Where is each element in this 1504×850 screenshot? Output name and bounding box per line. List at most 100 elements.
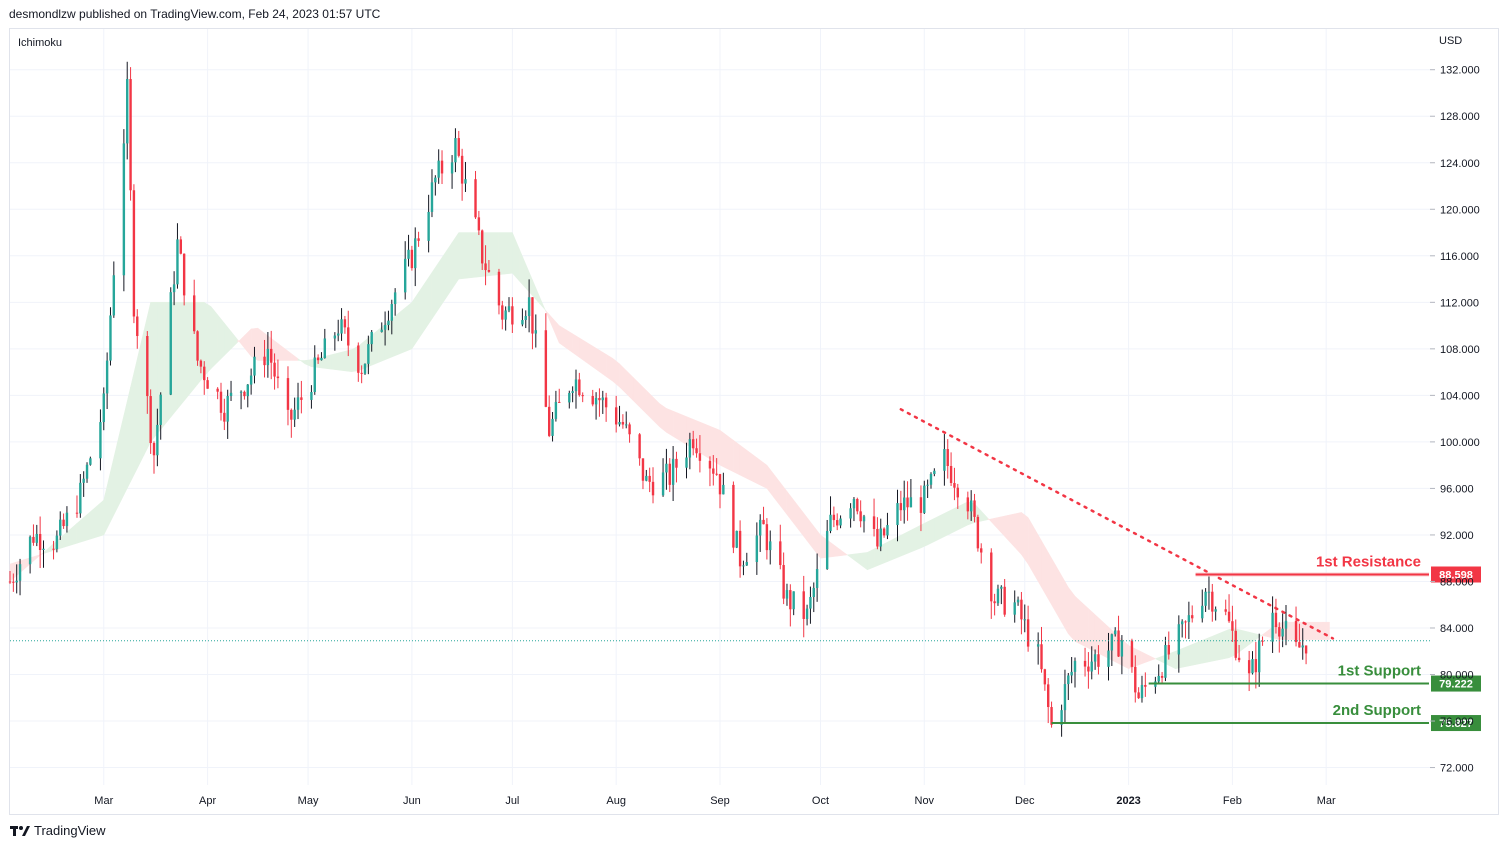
cloud-segment [538, 295, 547, 312]
candle [1237, 644, 1241, 663]
candle-body [501, 305, 504, 320]
candle [849, 503, 852, 528]
cloud-segment [1021, 511, 1029, 565]
candle [383, 311, 387, 346]
candle [722, 472, 725, 495]
candle [417, 231, 420, 247]
candle [862, 514, 866, 533]
candle-body [755, 535, 759, 563]
candle-body [571, 391, 574, 393]
candle [715, 458, 718, 476]
candle [62, 513, 65, 529]
candle [558, 388, 561, 403]
candle [357, 342, 360, 382]
candle [990, 548, 993, 619]
candle [1278, 622, 1281, 653]
cloud-segment [867, 548, 875, 571]
candle [779, 524, 782, 570]
candle [484, 245, 487, 286]
candle-body [641, 458, 645, 481]
cloud-segment [1068, 586, 1076, 642]
candle [42, 540, 45, 568]
x-tick-label: Apr [199, 795, 216, 807]
candle-body [219, 391, 223, 413]
cloud-segment [672, 410, 681, 441]
candle-body [159, 394, 162, 425]
cloud-segment [1154, 655, 1163, 663]
candle [859, 500, 862, 528]
candle-body [1043, 669, 1047, 685]
cloud-segment [579, 337, 587, 363]
candle-body [249, 375, 253, 385]
candle-body [1201, 605, 1204, 619]
candle [122, 129, 126, 292]
candle-body [625, 424, 628, 426]
candle [105, 352, 109, 410]
candle-body [203, 366, 206, 381]
candle [38, 516, 42, 569]
cloud-segment [927, 517, 935, 546]
candle-body [132, 190, 136, 317]
cloud-segment [217, 314, 225, 363]
candle-body [246, 384, 249, 397]
candle [65, 506, 69, 533]
candle [1023, 604, 1026, 633]
candle [625, 411, 628, 429]
candle [671, 446, 675, 502]
candle [973, 493, 976, 523]
y-tick-label: 132.000 [1440, 65, 1480, 77]
x-tick-label: Mar [94, 795, 113, 807]
candle [263, 339, 266, 378]
candle-body [1093, 654, 1097, 662]
candle-body [464, 179, 467, 184]
candle [276, 359, 280, 389]
level-support: 79.222 1st Support [1148, 663, 1481, 692]
cloud-segment [853, 552, 861, 566]
candle [594, 392, 598, 420]
candle [1257, 633, 1261, 687]
footer-brand[interactable]: TradingView [10, 823, 106, 838]
cloud-segment [1007, 513, 1015, 548]
level-price-label: 79.222 [1439, 679, 1473, 691]
candle-body [85, 464, 89, 479]
candle [882, 527, 886, 538]
candle [1298, 623, 1301, 648]
candle-body [477, 217, 481, 231]
candle-body [919, 497, 923, 513]
candle [132, 184, 136, 324]
cloud-segment [1047, 551, 1056, 612]
candle [1060, 704, 1063, 737]
candle [206, 377, 209, 389]
cloud-segment [699, 421, 707, 458]
candle-body [99, 422, 102, 459]
cloud-segment [230, 330, 238, 350]
candle-body [732, 484, 735, 548]
candle-body [825, 531, 829, 570]
y-tick-label: 96.000 [1440, 483, 1474, 495]
candle [511, 297, 514, 334]
candle [156, 408, 159, 467]
candle-body [1013, 602, 1016, 615]
candle-body [82, 478, 85, 483]
candle [1130, 638, 1134, 673]
candle-body [1231, 621, 1234, 631]
candle [59, 511, 62, 540]
candle [1093, 649, 1097, 670]
candle-body [1067, 675, 1070, 685]
cloud-segment [612, 357, 620, 388]
candle-body [12, 581, 15, 583]
candle-body [1036, 644, 1040, 647]
candle [574, 369, 578, 409]
candle [980, 543, 983, 564]
candle [805, 604, 809, 626]
cloud-segment [1215, 631, 1223, 661]
cloud-segment [177, 302, 185, 410]
candle [403, 241, 407, 300]
candle [219, 382, 223, 421]
candle [507, 297, 511, 313]
candle [738, 520, 742, 578]
candle [745, 552, 748, 566]
candle [333, 332, 337, 351]
candle-body [1107, 650, 1110, 667]
